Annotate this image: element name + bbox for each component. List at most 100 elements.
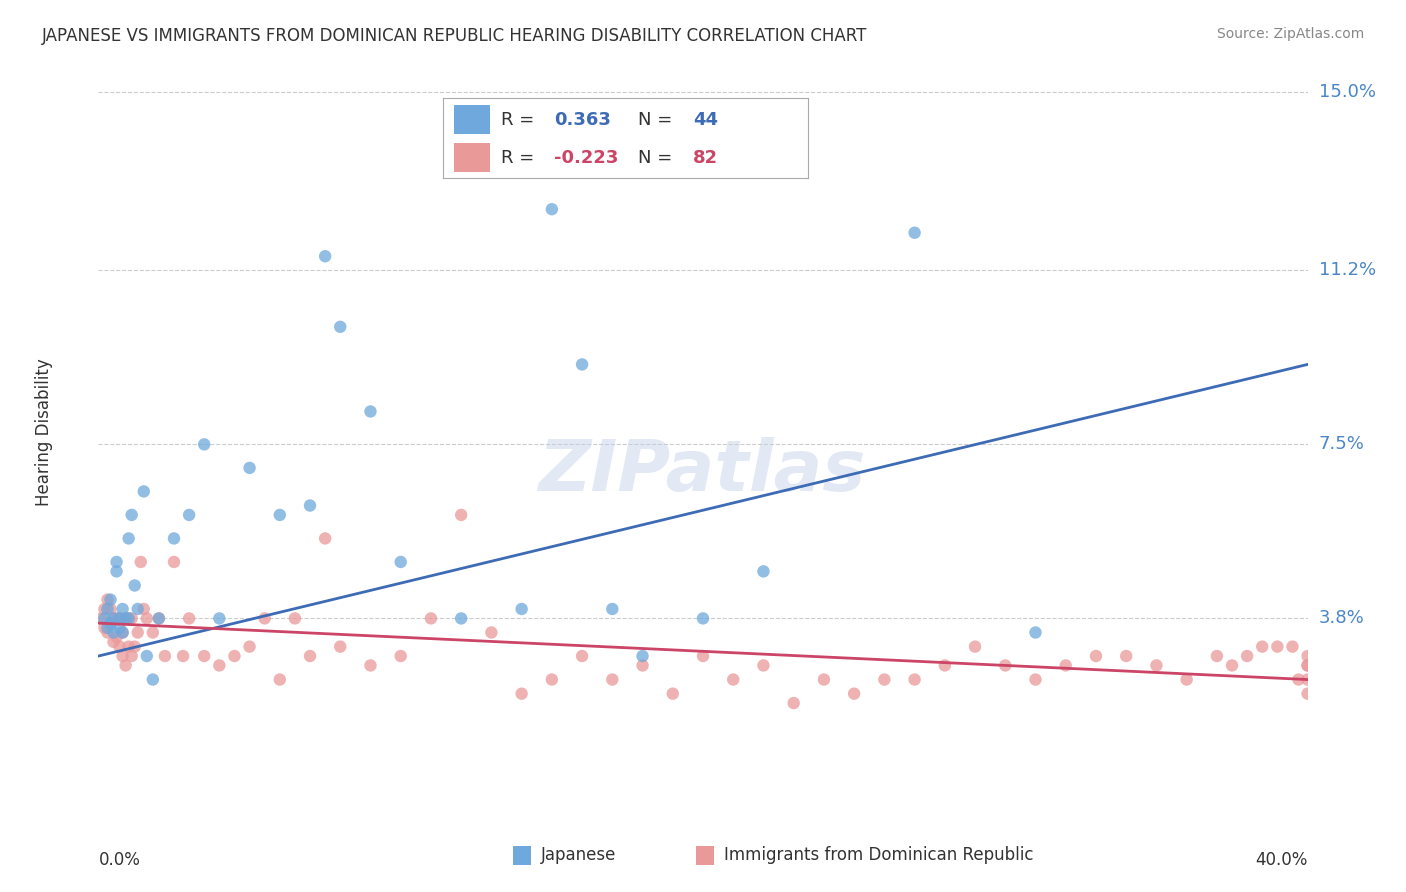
Point bbox=[360, 404, 382, 418]
Point bbox=[142, 673, 165, 687]
Point bbox=[108, 621, 131, 635]
Text: N =: N = bbox=[638, 149, 679, 167]
Point bbox=[904, 226, 927, 240]
Point bbox=[111, 625, 134, 640]
Point bbox=[1024, 625, 1046, 640]
Point bbox=[108, 611, 131, 625]
Point bbox=[510, 687, 533, 701]
Point bbox=[224, 648, 246, 663]
Point bbox=[105, 555, 128, 569]
Point bbox=[90, 611, 112, 625]
Point bbox=[510, 602, 533, 616]
Point bbox=[965, 640, 987, 654]
Point bbox=[661, 687, 683, 701]
Text: Source: ZipAtlas.com: Source: ZipAtlas.com bbox=[1216, 27, 1364, 41]
Point bbox=[329, 319, 352, 334]
Point bbox=[389, 555, 412, 569]
Point bbox=[111, 648, 134, 663]
Point bbox=[1296, 687, 1319, 701]
Point bbox=[132, 484, 155, 499]
Point bbox=[873, 673, 896, 687]
Point bbox=[1220, 658, 1243, 673]
Text: 3.8%: 3.8% bbox=[1319, 609, 1364, 627]
Text: Hearing Disability: Hearing Disability bbox=[35, 359, 53, 507]
Point bbox=[450, 508, 472, 522]
Point bbox=[1144, 658, 1167, 673]
Point bbox=[121, 648, 143, 663]
Point bbox=[93, 611, 115, 625]
Point bbox=[284, 611, 307, 625]
Point bbox=[450, 611, 472, 625]
Point bbox=[419, 611, 441, 625]
Point bbox=[314, 532, 336, 546]
Point bbox=[163, 532, 186, 546]
Point bbox=[1024, 673, 1046, 687]
Point bbox=[1115, 648, 1137, 663]
Point bbox=[1288, 673, 1310, 687]
Text: 82: 82 bbox=[693, 149, 718, 167]
Point bbox=[782, 696, 804, 710]
Point bbox=[692, 648, 714, 663]
Text: 15.0%: 15.0% bbox=[1319, 83, 1375, 101]
Point bbox=[1281, 640, 1303, 654]
Point bbox=[253, 611, 276, 625]
Point bbox=[96, 592, 118, 607]
Point bbox=[111, 602, 134, 616]
Point bbox=[631, 658, 654, 673]
Point bbox=[103, 625, 125, 640]
Point bbox=[1054, 658, 1077, 673]
Point bbox=[127, 602, 149, 616]
Point bbox=[389, 648, 412, 663]
Point bbox=[813, 673, 835, 687]
Point bbox=[124, 578, 146, 592]
Point bbox=[103, 635, 125, 649]
Point bbox=[96, 621, 118, 635]
Point bbox=[114, 611, 136, 625]
Bar bbox=[454, 143, 491, 172]
Point bbox=[721, 673, 744, 687]
Bar bbox=[454, 105, 491, 134]
Point bbox=[904, 673, 927, 687]
Point bbox=[103, 611, 125, 625]
Point bbox=[752, 658, 775, 673]
Point bbox=[329, 640, 352, 654]
Point bbox=[108, 611, 131, 625]
Point bbox=[118, 532, 141, 546]
Text: JAPANESE VS IMMIGRANTS FROM DOMINICAN REPUBLIC HEARING DISABILITY CORRELATION CH: JAPANESE VS IMMIGRANTS FROM DOMINICAN RE… bbox=[42, 27, 868, 45]
Point bbox=[153, 648, 176, 663]
Point bbox=[132, 602, 155, 616]
Point bbox=[127, 625, 149, 640]
Point bbox=[96, 625, 118, 640]
Point bbox=[121, 508, 143, 522]
Text: R =: R = bbox=[502, 111, 540, 128]
Point bbox=[118, 611, 141, 625]
Point bbox=[96, 602, 118, 616]
Point bbox=[1206, 648, 1229, 663]
Text: 0.0%: 0.0% bbox=[98, 851, 141, 869]
Point bbox=[208, 658, 231, 673]
Text: 40.0%: 40.0% bbox=[1256, 851, 1308, 869]
Point bbox=[100, 616, 122, 631]
Point bbox=[135, 648, 157, 663]
Point bbox=[121, 611, 143, 625]
Point bbox=[994, 658, 1017, 673]
Point bbox=[314, 249, 336, 263]
Point bbox=[105, 611, 128, 625]
Text: -0.223: -0.223 bbox=[554, 149, 619, 167]
Point bbox=[193, 437, 215, 451]
Point bbox=[269, 673, 291, 687]
Text: ZIPatlas: ZIPatlas bbox=[540, 437, 866, 506]
Point bbox=[111, 625, 134, 640]
Point bbox=[172, 648, 194, 663]
Point bbox=[844, 687, 866, 701]
Point bbox=[299, 499, 322, 513]
Point bbox=[208, 611, 231, 625]
Point bbox=[93, 621, 115, 635]
Point bbox=[114, 611, 136, 625]
Text: 44: 44 bbox=[693, 111, 718, 128]
Point bbox=[105, 565, 128, 579]
Text: 7.5%: 7.5% bbox=[1319, 435, 1365, 453]
Point bbox=[1236, 648, 1258, 663]
Point bbox=[540, 673, 562, 687]
Point bbox=[1296, 658, 1319, 673]
